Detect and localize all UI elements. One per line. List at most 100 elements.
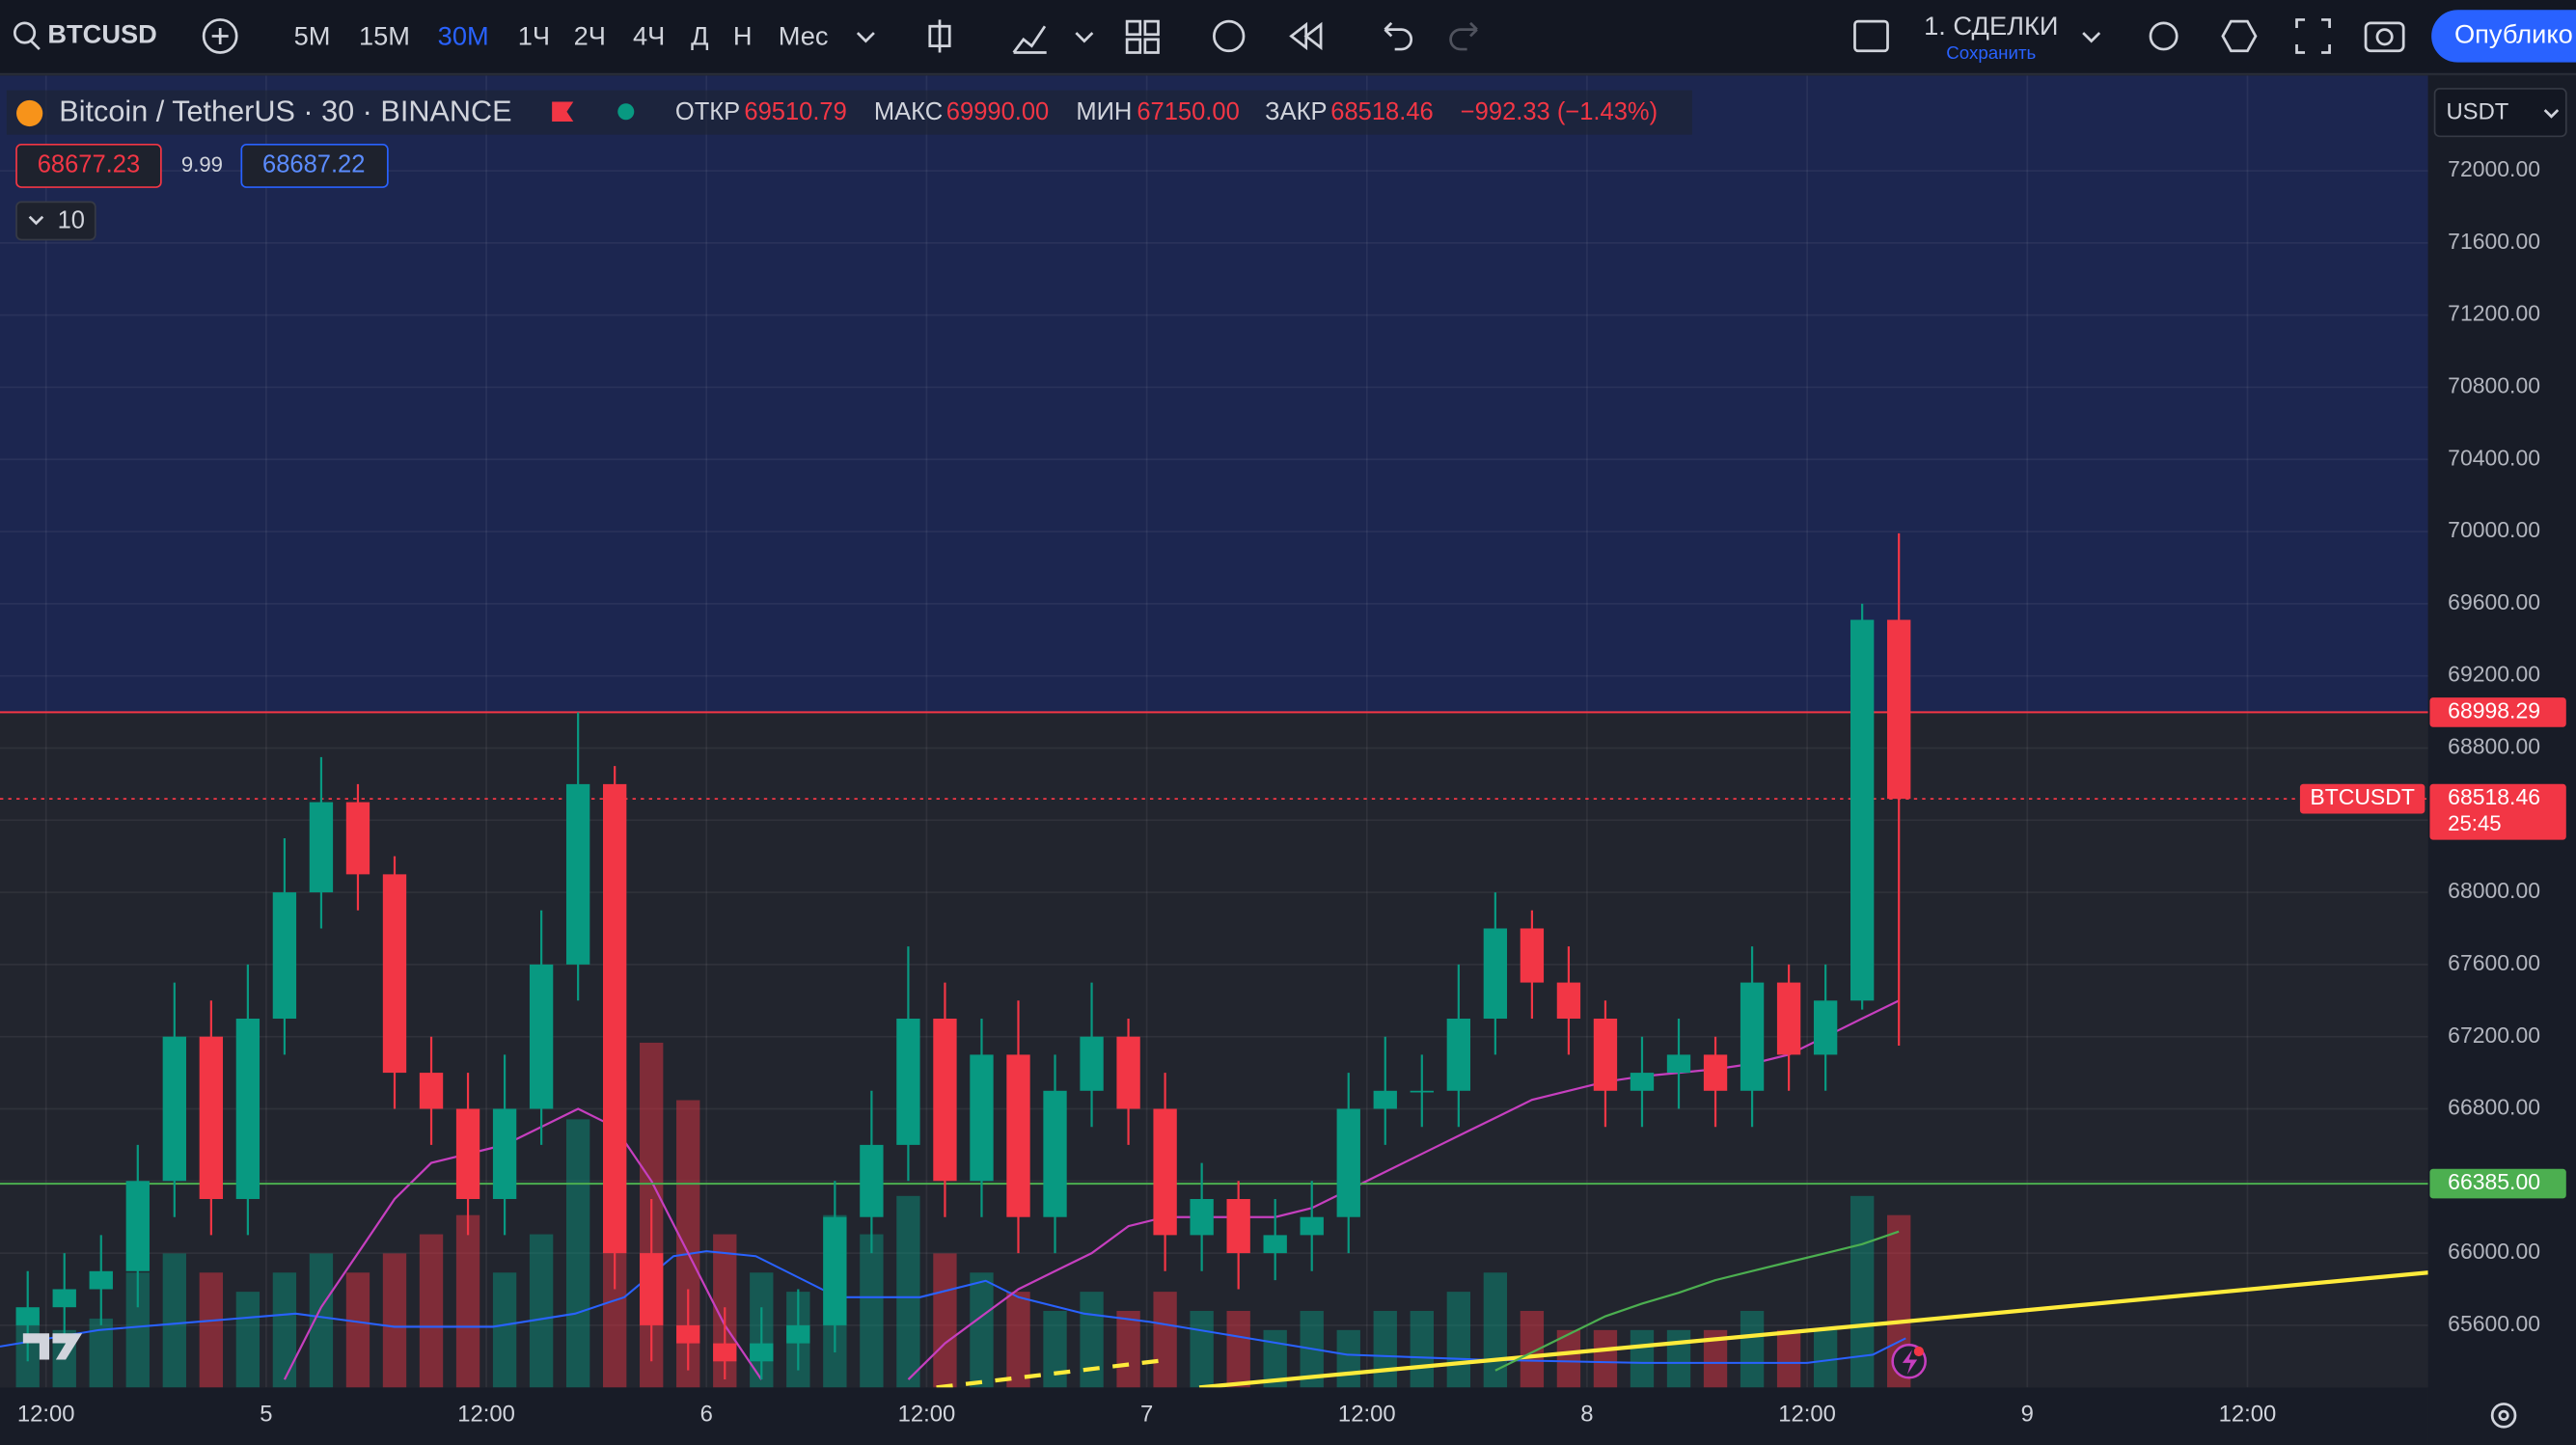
y-tick-label: 72000.00: [2448, 156, 2540, 181]
x-tick-label: 12:00: [457, 1402, 515, 1428]
chevron: [2543, 109, 2560, 119]
x-tick-label: 12:00: [17, 1402, 75, 1428]
fullscreen[interactable]: [2295, 18, 2331, 54]
indicators[interactable]: [1012, 25, 1047, 54]
candle-body: [1593, 1018, 1618, 1091]
volume-bar: [1043, 1310, 1067, 1388]
volume-bar: [492, 1272, 517, 1388]
interval[interactable]: 2Ч: [574, 20, 606, 50]
interval[interactable]: Н: [733, 20, 753, 50]
publish-label[interactable]: Опублико: [2454, 19, 2573, 49]
x-tick-label: 5: [260, 1402, 272, 1428]
volume-bar: [1483, 1272, 1508, 1388]
indicators-toggle[interactable]: [15, 201, 96, 241]
volume-bar: [529, 1234, 554, 1388]
candle-body: [1666, 1054, 1691, 1074]
candle-body: [235, 1018, 260, 1199]
settings[interactable]: [2221, 19, 2258, 53]
ohlc-label: МАКС: [874, 98, 943, 125]
y-tick-label: 67200.00: [2448, 1022, 2540, 1048]
candle-body: [492, 1108, 517, 1199]
dropdown[interactable]: [1075, 32, 1094, 43]
ohlc-label: ОТКР: [675, 98, 740, 125]
ask-box[interactable]: [240, 143, 389, 188]
candle-body: [1226, 1198, 1250, 1254]
volume-bar: [1336, 1329, 1360, 1388]
candle-body: [603, 783, 627, 1254]
interval[interactable]: Мес: [779, 20, 829, 50]
currency[interactable]: USDT: [2446, 99, 2508, 125]
snapshot[interactable]: [2364, 21, 2405, 53]
volume-bar: [345, 1272, 370, 1388]
quick-search[interactable]: [2149, 21, 2179, 51]
ask[interactable]: 68687.22: [262, 151, 365, 178]
candle-body: [1887, 619, 1911, 800]
flag[interactable]: [552, 101, 574, 122]
candle-body: [750, 1343, 774, 1362]
interval[interactable]: 30M: [438, 20, 489, 50]
candle-body: [419, 1073, 444, 1109]
x-tick-label: 9: [2021, 1402, 2034, 1428]
bid[interactable]: 68677.23: [38, 151, 140, 178]
candle-body: [1153, 1108, 1177, 1236]
indicators-count[interactable]: 10: [58, 207, 85, 234]
candle-body: [1556, 982, 1581, 1019]
volume-bar: [970, 1272, 994, 1388]
layout-name[interactable]: 1. СДЕЛКИ: [1924, 11, 2058, 41]
candle-body: [1373, 1090, 1397, 1109]
candle-body: [52, 1289, 76, 1308]
publish-button[interactable]: [2431, 10, 2576, 63]
interval[interactable]: 4Ч: [633, 20, 665, 50]
dropdown[interactable]: [856, 32, 875, 43]
candle-body: [1080, 1036, 1104, 1091]
candle-body: [1483, 928, 1508, 1019]
save-status[interactable]: Сохранить: [1946, 42, 2036, 63]
volume-bar: [199, 1272, 224, 1388]
interval[interactable]: 15M: [359, 20, 410, 50]
candle-body: [345, 802, 370, 875]
interval[interactable]: 1Ч: [518, 20, 550, 50]
add-symbol[interactable]: [202, 18, 238, 54]
market-status: [617, 103, 635, 121]
candle-body: [1300, 1216, 1324, 1236]
candle-body: [1263, 1235, 1287, 1254]
legend-title[interactable]: Bitcoin / TetherUS · 30 · BINANCE: [59, 95, 511, 128]
dropdown[interactable]: [2082, 32, 2101, 43]
replay-icon[interactable]: [1289, 21, 1323, 51]
layout-box[interactable]: [1853, 19, 1889, 53]
candle-body: [529, 964, 554, 1109]
bid-box[interactable]: [15, 143, 162, 188]
search-icon: [30, 40, 41, 51]
chart-type[interactable]: [928, 19, 951, 53]
x-tick-label: 12:00: [1338, 1402, 1396, 1428]
layout-icon[interactable]: [1125, 19, 1160, 54]
ohlc-value: 68518.46: [1330, 98, 1433, 125]
candle-body: [455, 1108, 480, 1199]
logo[interactable]: [22, 1333, 83, 1360]
alert-icon[interactable]: [1213, 19, 1246, 53]
volume-bar: [896, 1195, 920, 1388]
candle-body: [676, 1324, 700, 1344]
candle-body: [1520, 928, 1545, 983]
candle-body: [1446, 1018, 1471, 1091]
interval[interactable]: 5M: [294, 20, 331, 50]
interval[interactable]: Д: [691, 20, 708, 50]
symbol[interactable]: BTCUSD: [47, 19, 157, 49]
candle-body: [823, 1216, 847, 1325]
snapshot: [2375, 28, 2394, 46]
y-tick-label: 66000.00: [2448, 1239, 2540, 1264]
candle-body: [1190, 1198, 1214, 1236]
search-icon[interactable]: [13, 21, 37, 44]
y-tick-label: 71600.00: [2448, 229, 2540, 254]
ohlc-value: 69990.00: [946, 98, 1049, 125]
symbol-label-box: [2299, 783, 2425, 814]
candle-body: [125, 1181, 150, 1271]
y-tick-label: 71200.00: [2448, 301, 2540, 326]
undo[interactable]: [1384, 21, 1412, 51]
x-tick-label: 7: [1140, 1402, 1153, 1428]
candle-body: [1410, 1090, 1434, 1093]
currency-select[interactable]: [2433, 88, 2567, 138]
settings-gear[interactable]: [2490, 1403, 2517, 1429]
